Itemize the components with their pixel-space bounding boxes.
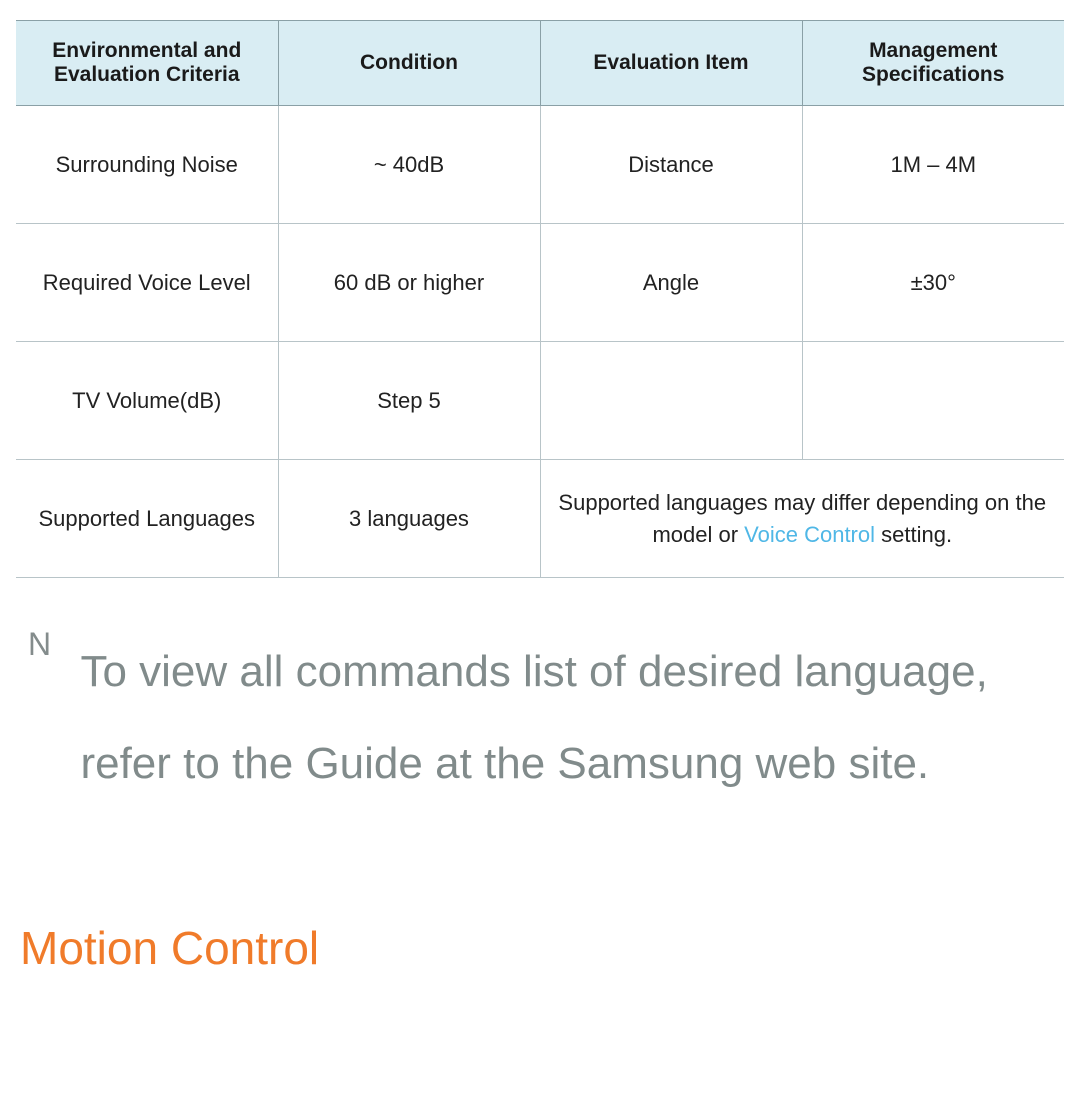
note-text: To view all commands list of desired lan… [80, 626, 1040, 811]
col-header-management-spec: Management Specifications [802, 21, 1064, 106]
cell-criteria: Required Voice Level [16, 224, 278, 342]
cell-criteria: Surrounding Noise [16, 106, 278, 224]
cell-management-spec: 1M – 4M [802, 106, 1064, 224]
footnote-post: setting. [875, 522, 952, 547]
cell-criteria: TV Volume(dB) [16, 342, 278, 460]
table-row: Supported Languages 3 languages Supporte… [16, 460, 1064, 578]
cell-evaluation-item: Distance [540, 106, 802, 224]
table-row: TV Volume(dB) Step 5 [16, 342, 1064, 460]
note-marker: N [28, 626, 76, 663]
col-header-condition: Condition [278, 21, 540, 106]
table-row: Required Voice Level 60 dB or higher Ang… [16, 224, 1064, 342]
cell-condition: ~ 40dB [278, 106, 540, 224]
col-header-evaluation-item: Evaluation Item [540, 21, 802, 106]
cell-condition: 3 languages [278, 460, 540, 578]
cell-condition: 60 dB or higher [278, 224, 540, 342]
col-header-criteria: Environmental and Evaluation Criteria [16, 21, 278, 106]
section-title-motion-control: Motion Control [16, 921, 1064, 975]
cell-condition: Step 5 [278, 342, 540, 460]
note-block: N To view all commands list of desired l… [16, 626, 1064, 811]
specifications-table: Environmental and Evaluation Criteria Co… [16, 20, 1064, 578]
cell-management-spec: ±30° [802, 224, 1064, 342]
table-header-row: Environmental and Evaluation Criteria Co… [16, 21, 1064, 106]
cell-evaluation-item: Angle [540, 224, 802, 342]
cell-footnote: Supported languages may differ depending… [540, 460, 1064, 578]
cell-management-spec [802, 342, 1064, 460]
cell-criteria: Supported Languages [16, 460, 278, 578]
footnote-link: Voice Control [744, 522, 875, 547]
cell-evaluation-item [540, 342, 802, 460]
table-row: Surrounding Noise ~ 40dB Distance 1M – 4… [16, 106, 1064, 224]
